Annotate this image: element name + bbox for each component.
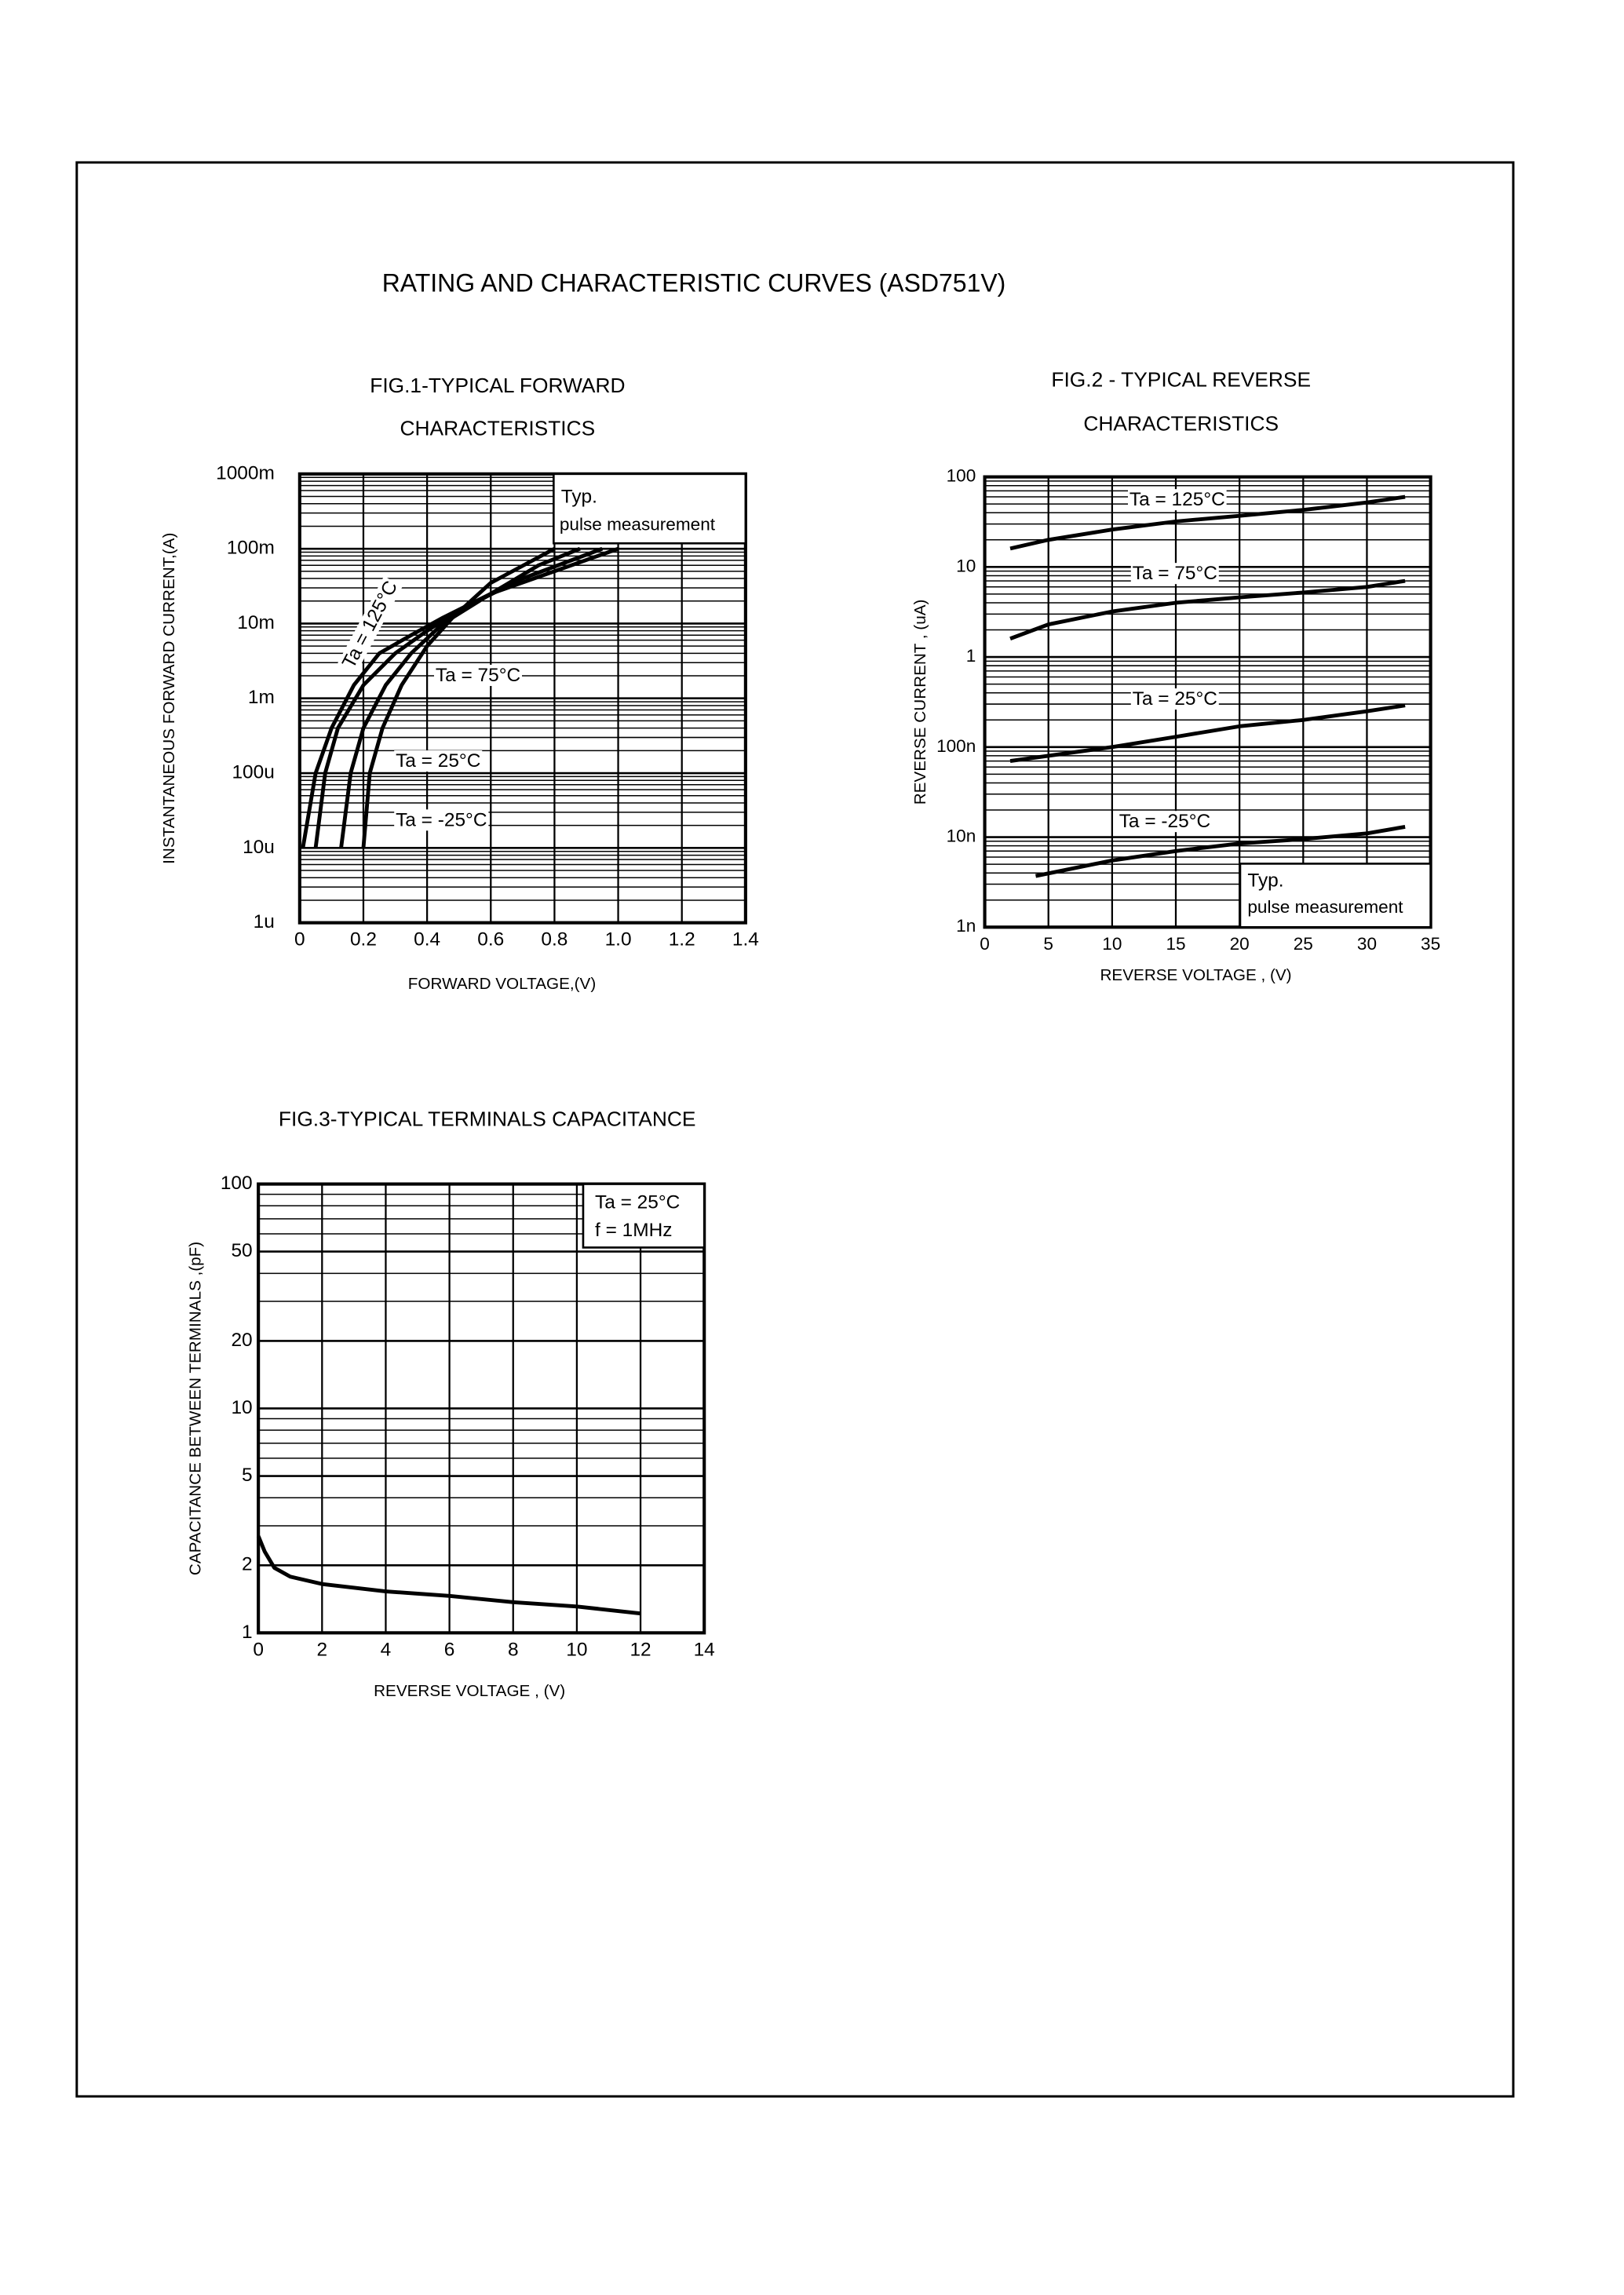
curve [1009,703,1406,763]
x-tick-label: 0 [980,934,990,954]
curve [361,546,556,848]
series-label: Ta = 25°C [1133,688,1217,710]
annotation-box [1239,863,1432,929]
chart-title: CHARACTERISTICS [1083,412,1279,436]
y-tick-label: 100n [936,736,976,756]
x-tick-label: 4 [381,1639,392,1660]
y-tick-label: 50 [231,1240,252,1261]
y-tick-label: 10n [947,826,976,846]
x-tick-label: 20 [1230,934,1250,954]
series-label: Ta = -25°C [1119,811,1210,832]
y-tick-label: 1 [966,646,976,666]
annotation-box [553,472,747,545]
annotation: f = 1MHz [595,1220,672,1241]
chart-title: FIG.2 - TYPICAL REVERSE [1051,367,1311,391]
curve [339,546,581,848]
x-tick-label: 10 [566,1639,587,1660]
plot-frame [257,1182,706,1635]
annotation: Typ. [561,486,597,507]
x-axis-label: FORWARD VOLTAGE,(V) [408,975,596,993]
y-tick-label: 100 [221,1173,253,1194]
chart-title: CHARACTERISTICS [400,416,596,440]
plot-frame [297,472,747,925]
annotation-box [582,1183,706,1249]
y-tick-label: 1u [254,911,275,932]
label-bg [433,664,523,686]
label-bg [394,809,489,831]
x-tick-label: 6 [444,1639,455,1660]
x-tick-label: 8 [508,1639,519,1660]
y-tick-label: 1 [242,1622,253,1643]
y-tick-label: 10u [243,837,275,858]
y-tick-label: 1m [248,687,275,708]
chart: FIG.2 - TYPICAL REVERSE CHARACTERISTICS 1n… [911,367,1440,984]
label-bg [1128,489,1227,511]
x-tick-label: 1.2 [669,929,695,950]
series-label: Ta = 75°C [436,665,520,686]
series-label: Ta = 125°C [1130,489,1225,510]
chart: FIG.1-TYPICAL FORWARD CHARACTERISTICS 1u 10… [160,374,759,993]
curve [256,1535,641,1616]
x-tick-label: 14 [694,1639,715,1660]
series-label: Ta = -25°C [396,809,487,830]
y-tick-label: 100u [232,761,274,783]
y-tick-label: 100m [227,538,275,559]
chart-title: FIG.3-TYPICAL TERMINALS CAPACITANCE [279,1107,696,1131]
label-bg [1130,688,1219,710]
x-tick-label: 0.4 [414,929,440,950]
chart-title: FIG.1-TYPICAL FORWARD [370,374,625,397]
x-tick-label: 0.6 [477,929,504,950]
series-label: Ta = 75°C [1133,563,1217,584]
y-axis-label: CAPACITANCE BETWEEN TERMINALS ,(pF) [187,1242,205,1575]
label-bg [1130,563,1219,585]
y-tick-label: 1000m [216,462,275,483]
x-tick-label: 10 [1102,934,1122,954]
annotation: pulse measurement [1247,897,1403,917]
x-tick-label: 0.2 [350,929,377,950]
y-tick-label: 1n [956,916,976,936]
y-tick-label: 10 [956,556,976,575]
x-axis-label: REVERSE VOLTAGE , (V) [1100,966,1291,984]
y-tick-label: 10m [237,612,275,633]
annotation: Ta = 25°C [595,1191,680,1213]
page-border [75,161,1515,2098]
x-tick-label: 30 [1357,934,1377,954]
x-tick-label: 25 [1294,934,1313,954]
y-tick-label: 20 [231,1330,252,1351]
y-tick-label: 2 [242,1554,253,1575]
annotation: Typ. [1247,870,1283,891]
label-bg [1117,811,1213,833]
x-tick-label: 0.8 [541,929,567,950]
curve [1035,825,1406,878]
x-tick-label: 1.4 [732,929,759,950]
x-tick-label: 2 [317,1639,328,1660]
label-bg [338,576,403,673]
curve [1009,494,1406,551]
annotation: pulse measurement [560,515,716,535]
y-tick-label: 100 [947,466,976,486]
x-tick-label: 1.0 [605,929,632,950]
x-tick-label: 35 [1421,934,1440,954]
curve [301,546,619,848]
y-axis-label: REVERSE CURRENT , (uA) [911,600,929,805]
x-tick-label: 0 [294,929,305,950]
x-axis-label: REVERSE VOLTAGE , (V) [374,1682,565,1700]
plot-frame [983,475,1432,929]
curve [1009,578,1406,640]
x-tick-label: 5 [1043,934,1053,954]
x-tick-label: 15 [1166,934,1185,954]
label-bg [394,750,483,772]
x-tick-label: 12 [630,1639,651,1660]
y-axis-label: INSTANTANEOUS FORWARD CURRENT,(A) [160,533,178,864]
series-label: Ta = 25°C [396,750,480,772]
y-tick-label: 10 [231,1397,252,1418]
y-tick-label: 5 [242,1465,253,1486]
chart: FIG.3-TYPICAL TERMINALS CAPACITANCE12510… [187,1107,715,1700]
x-tick-label: 0 [253,1639,264,1660]
page-title: RATING AND CHARACTERISTIC CURVES (ASD751… [382,269,1006,297]
